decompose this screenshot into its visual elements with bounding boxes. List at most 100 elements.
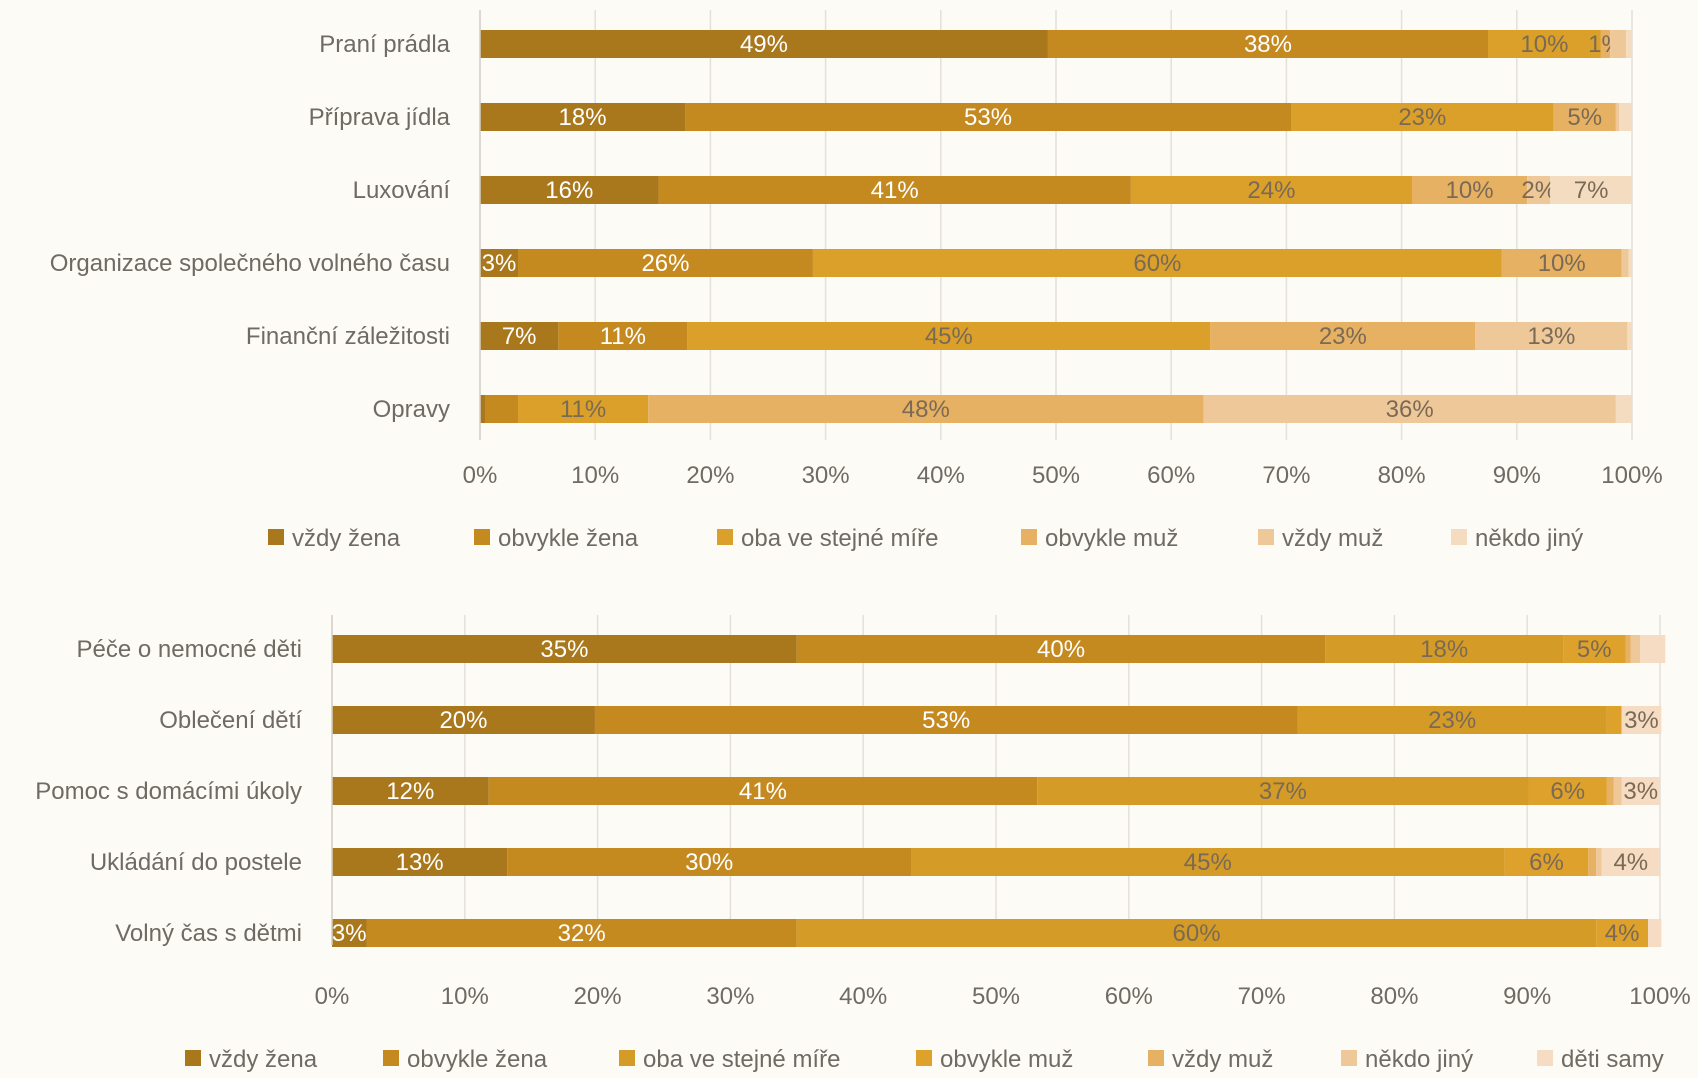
category-label-financni-zalezitosti: Finanční záležitosti	[246, 323, 450, 350]
legend-swatch-nekdo-jiny	[1341, 1050, 1357, 1066]
bar-segment-nekdo-jiny	[1550, 176, 1632, 204]
category-label-ukladani-do-postele: Ukládání do postele	[90, 849, 302, 876]
data-label: 20%	[439, 707, 487, 734]
data-label: 10%	[1446, 177, 1494, 204]
data-label: 3%	[332, 920, 367, 947]
bar-segment-obvykle-muz	[1528, 777, 1607, 805]
category-label-pece-o-nemocne-deti: Péče o nemocné děti	[77, 636, 302, 663]
bar-segment-oba-ve-stejne-mire	[796, 919, 1597, 947]
x-tick-label: 80%	[1378, 462, 1426, 489]
category-label-prani-pradla: Praní prádla	[319, 31, 450, 58]
category-label-priprava-jidla: Příprava jídla	[309, 104, 451, 131]
x-tick-label: 10%	[571, 462, 619, 489]
bar-segment-vzdy-zena	[332, 777, 489, 805]
data-label: 60%	[1173, 920, 1221, 947]
category-label-organizace-spolecneho-volneho-casu: Organizace společného volného času	[50, 250, 450, 277]
legend-label-obvykle-muz: obvykle muž	[1045, 525, 1178, 552]
data-label: 16%	[545, 177, 593, 204]
x-tick-label: 90%	[1503, 983, 1551, 1010]
legend-swatch-vzdy-muz	[1258, 529, 1274, 545]
data-label: 37%	[1259, 778, 1307, 805]
category-label-pomoc-s-domacimi-ukoly: Pomoc s domácími úkoly	[35, 778, 302, 805]
bar-segment-obvykle-muz	[1600, 30, 1611, 58]
legend-swatch-obvykle-zena	[474, 529, 490, 545]
x-tick-label: 40%	[839, 983, 887, 1010]
bar-segment-nekdo-jiny	[1630, 635, 1641, 663]
data-label: 13%	[396, 849, 444, 876]
bar-segment-vzdy-muz	[1527, 176, 1551, 204]
x-tick-label: 30%	[802, 462, 850, 489]
data-label: 4%	[1605, 920, 1640, 947]
data-label: 13%	[1527, 323, 1575, 350]
legend-swatch-oba-ve-stejne-mire	[717, 529, 733, 545]
bar-segment-vzdy-muz	[1610, 30, 1627, 58]
bar-segment-obvykle-zena	[658, 176, 1131, 204]
legend-swatch-vzdy-zena	[185, 1050, 201, 1066]
bar-segment-obvykle-muz	[1606, 706, 1622, 734]
data-label: 3%	[1624, 707, 1659, 734]
data-label: 41%	[871, 177, 919, 204]
legend-swatch-obvykle-muz	[916, 1050, 932, 1066]
bar-segment-obvykle-zena	[518, 249, 813, 277]
bar-segment-nekdo-jiny	[1627, 322, 1632, 350]
data-label: 23%	[1398, 104, 1446, 131]
legend-swatch-obvykle-muz	[1021, 529, 1037, 545]
bar-segment-deti-samy	[1648, 919, 1662, 947]
data-label: 6%	[1529, 849, 1564, 876]
x-tick-label: 60%	[1105, 983, 1153, 1010]
bar-segment-oba-ve-stejne-mire	[1488, 30, 1601, 58]
legend-swatch-deti-samy	[1537, 1050, 1553, 1066]
bar-segment-obvykle-zena	[507, 848, 912, 876]
data-label: 10%	[1538, 250, 1586, 277]
legend-label-nekdo-jiny: někdo jiný	[1475, 525, 1583, 552]
data-label: 3%	[1623, 778, 1658, 805]
legend-swatch-vzdy-zena	[268, 529, 284, 545]
bar-segment-vzdy-zena	[332, 635, 797, 663]
bar-segment-obvykle-zena	[366, 919, 797, 947]
bar-segment-obvykle-zena	[594, 706, 1298, 734]
data-label: 38%	[1244, 31, 1292, 58]
bar-segment-vzdy-muz	[1475, 322, 1628, 350]
legend-label-obvykle-zena: obvykle žena	[407, 1046, 548, 1073]
bar-segment-obvykle-muz	[1411, 176, 1528, 204]
data-label: 7%	[502, 323, 537, 350]
x-tick-label: 50%	[972, 983, 1020, 1010]
bar-segment-nekdo-jiny	[1619, 103, 1632, 131]
x-tick-label: 70%	[1238, 983, 1286, 1010]
bar-segment-vzdy-muz	[1621, 249, 1629, 277]
data-label: 26%	[641, 250, 689, 277]
legend-label-oba-ve-stejne-mire: oba ve stejné míře	[643, 1046, 840, 1073]
x-tick-label: 60%	[1147, 462, 1195, 489]
x-tick-label: 50%	[1032, 462, 1080, 489]
x-tick-label: 30%	[706, 983, 754, 1010]
data-label: 10%	[1520, 31, 1568, 58]
data-label: 18%	[1420, 636, 1468, 663]
data-label: 48%	[902, 396, 950, 423]
bar-segment-vzdy-zena	[480, 249, 519, 277]
category-label-volny-cas-s-detmi: Volný čas s dětmi	[115, 920, 302, 947]
bar-segment-oba-ve-stejne-mire	[1325, 635, 1564, 663]
data-label: 45%	[925, 323, 973, 350]
bar-segment-obvykle-zena	[796, 635, 1326, 663]
chart-household-tasks: 0% 10% 20% 30% 40% 50% 60% 70% 80% 90% 100% Praní p…	[50, 10, 1663, 552]
bar-segment-obvykle-zena	[685, 103, 1292, 131]
bar-segment-nekdo-jiny	[1628, 249, 1632, 277]
bar-segment-vzdy-muz	[1588, 848, 1597, 876]
bar-segment-vzdy-zena	[480, 322, 559, 350]
legend-swatch-nekdo-jiny	[1451, 529, 1467, 545]
bar-segment-obvykle-zena	[485, 395, 519, 423]
data-label: 49%	[740, 31, 788, 58]
legend-label-vzdy-zena: vždy žena	[292, 525, 401, 552]
x-tick-label: 10%	[441, 983, 489, 1010]
data-label: 24%	[1247, 177, 1295, 204]
x-tick-label: 0%	[463, 462, 498, 489]
bar-segment-oba-ve-stejne-mire	[1297, 706, 1607, 734]
x-tick-label: 70%	[1262, 462, 1310, 489]
x-tick-label: 20%	[574, 983, 622, 1010]
bar-segment-deti-samy	[1621, 706, 1662, 734]
data-label: 5%	[1567, 104, 1602, 131]
x-tick-label: 0%	[315, 983, 350, 1010]
bar-segment-vzdy-zena	[332, 706, 595, 734]
data-label: 36%	[1386, 396, 1434, 423]
legend-swatch-vzdy-muz	[1148, 1050, 1164, 1066]
